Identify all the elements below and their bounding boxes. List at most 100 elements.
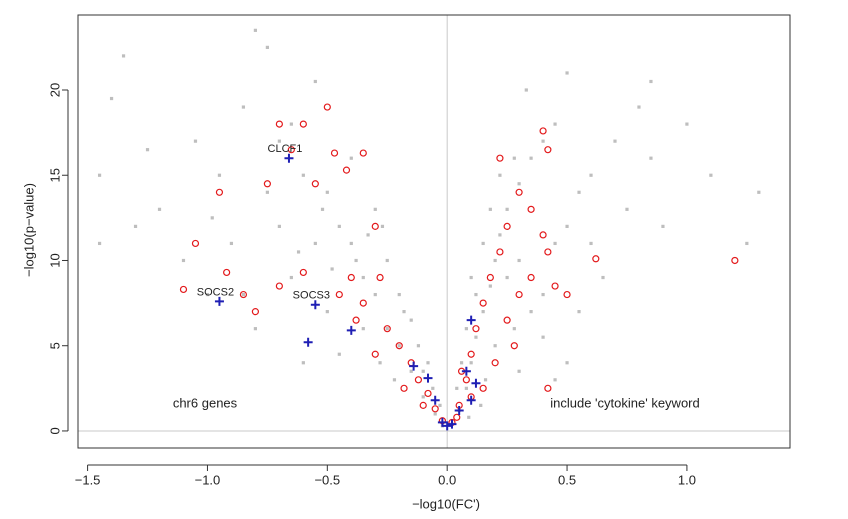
cytokine-point <box>466 395 476 405</box>
plot-frame <box>77 14 791 449</box>
chr6-point <box>191 239 200 248</box>
gray-point <box>349 156 353 160</box>
y-tick-label: 5 <box>47 342 62 349</box>
gray-point <box>301 361 305 365</box>
gray-point <box>416 344 421 348</box>
chr6-point <box>414 376 423 384</box>
gray-point <box>625 207 629 211</box>
chr6-point <box>453 413 461 421</box>
chr6-point <box>371 350 379 358</box>
gray-point <box>481 310 485 314</box>
gray-point <box>565 71 569 75</box>
gray-point <box>109 96 114 101</box>
gray-point <box>601 275 605 280</box>
gene-label: CLCF1 <box>268 143 303 155</box>
y-tick-label: 20 <box>47 83 62 97</box>
gray-point <box>467 415 471 419</box>
gray-point <box>474 335 478 339</box>
chr6-point <box>359 299 367 307</box>
gray-point <box>469 361 473 365</box>
chr6-point <box>323 103 331 111</box>
chr6-point <box>179 285 188 294</box>
chr6-point <box>515 188 523 196</box>
chr6-point <box>491 359 499 367</box>
chr6-point <box>551 282 559 290</box>
gray-point <box>577 310 581 314</box>
x-axis-title: −log10(FC') <box>412 496 480 511</box>
chr6-point <box>239 290 248 299</box>
chr6-point <box>223 268 231 277</box>
chr6-point <box>515 290 523 299</box>
gray-point <box>361 327 365 331</box>
gray-point <box>553 122 557 126</box>
chr6-point <box>275 282 283 290</box>
cytokine-point <box>466 315 476 325</box>
gray-point <box>277 139 281 143</box>
chr6-point <box>563 290 571 299</box>
gray-point <box>289 275 293 280</box>
chr6-point <box>503 316 511 324</box>
x-tick-label: 0.5 <box>558 472 576 487</box>
chr6-point <box>335 290 343 299</box>
gray-point <box>479 403 483 407</box>
chr6-point <box>431 405 439 413</box>
x-tick-label: −1.5 <box>75 472 101 487</box>
gray-point <box>613 139 617 143</box>
chr6-point <box>383 325 391 333</box>
gene-label: SOCS3 <box>293 290 330 302</box>
chr6-point <box>479 299 487 307</box>
gray-point <box>541 139 545 143</box>
chr6-point <box>467 350 475 358</box>
gray-point <box>409 369 413 373</box>
gray-point <box>529 156 533 160</box>
gray-point <box>464 327 468 331</box>
chr6-point <box>544 384 552 392</box>
gray-point <box>313 79 317 84</box>
cytokine-point <box>310 300 320 310</box>
gray-point <box>397 292 401 297</box>
gray-point <box>289 122 293 126</box>
cytokine-point <box>461 366 471 376</box>
cytokine-point <box>471 378 481 388</box>
gray-point <box>529 310 533 314</box>
chr6-point <box>527 273 535 282</box>
chr6-point <box>299 120 307 128</box>
gray-point <box>464 386 468 390</box>
gray-point <box>330 267 334 271</box>
gray-point <box>296 250 301 254</box>
annotation: include 'cytokine' keyword <box>550 395 699 410</box>
gray-point <box>426 361 430 365</box>
y-tick-label: 0 <box>47 427 62 434</box>
gray-point <box>97 173 102 177</box>
gray-point <box>455 386 459 390</box>
gray-point <box>402 310 406 314</box>
gray-point <box>133 224 138 228</box>
gray-point <box>241 105 246 109</box>
chr6-point <box>544 248 552 256</box>
gray-point <box>241 292 246 297</box>
chr6-point <box>486 273 494 282</box>
gray-point <box>421 395 425 399</box>
gray-point <box>253 327 258 331</box>
chr6-point <box>395 342 403 350</box>
x-tick-label: −0.5 <box>314 472 340 487</box>
gray-point <box>380 224 385 228</box>
gray-point <box>373 292 377 297</box>
y-tick-label: 15 <box>47 168 62 182</box>
gray-point <box>145 148 150 152</box>
chr6-point <box>275 120 283 128</box>
gray-point <box>517 182 521 186</box>
chr6-point <box>496 154 504 162</box>
gray-point <box>505 275 509 280</box>
annotation: chr6 genes <box>173 395 238 410</box>
cytokine-point <box>423 373 433 383</box>
gray-point <box>488 284 492 288</box>
gray-point <box>709 173 713 177</box>
gray-point <box>301 173 305 177</box>
gray-point <box>589 241 593 246</box>
chr6-point <box>731 256 739 265</box>
gray-point <box>565 224 569 228</box>
gray-point <box>517 369 521 373</box>
gray-point <box>277 224 281 228</box>
cytokine-point <box>430 395 440 405</box>
